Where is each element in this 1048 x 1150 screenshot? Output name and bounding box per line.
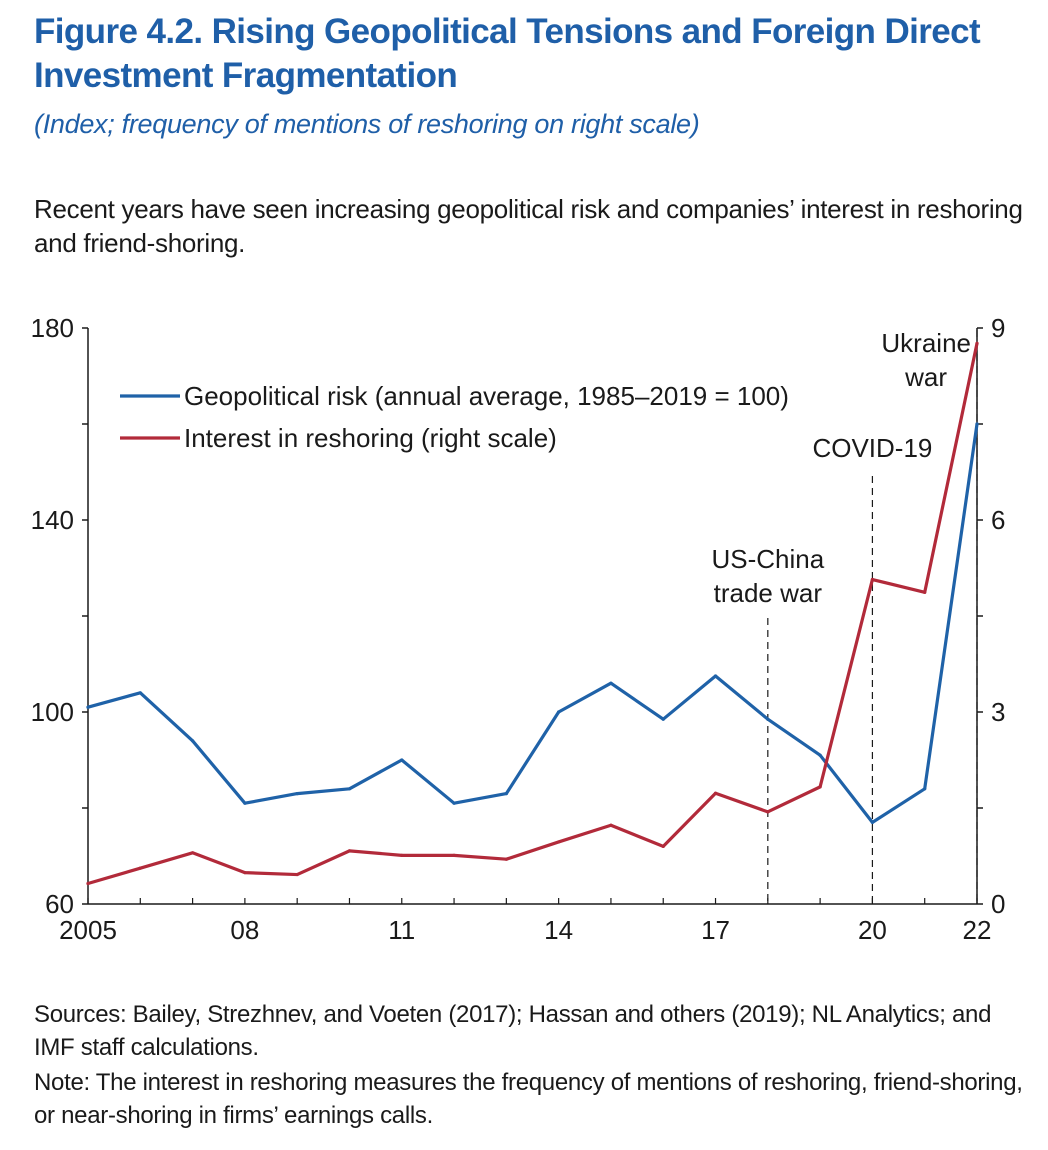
chart-series bbox=[86, 341, 979, 886]
reshoring-interest-point bbox=[975, 341, 979, 345]
y-right-tick-label: 6 bbox=[991, 505, 1005, 535]
sources-note: Sources: Bailey, Strezhnev, and Voeten (… bbox=[34, 1001, 992, 1061]
geopolitical-risk-point bbox=[504, 792, 508, 796]
event-label: US-China bbox=[711, 544, 824, 574]
reshoring-interest-point bbox=[347, 849, 352, 853]
reshoring-interest-point bbox=[870, 577, 875, 582]
x-tick-label: 08 bbox=[230, 915, 259, 945]
reshoring-interest-point bbox=[557, 840, 561, 844]
geopolitical-risk-point bbox=[713, 674, 718, 678]
reshoring-interest-point bbox=[504, 857, 508, 861]
geopolitical-risk-point bbox=[190, 739, 195, 743]
reshoring-interest-point bbox=[661, 844, 665, 849]
geopolitical-risk-point bbox=[452, 801, 456, 805]
reshoring-interest-point bbox=[452, 853, 456, 857]
geopolitical-risk-line bbox=[86, 422, 979, 825]
geopolitical-risk-point bbox=[400, 758, 404, 762]
chart-legend: Geopolitical risk (annual average, 1985–… bbox=[120, 381, 789, 453]
reshoring-interest-point bbox=[86, 881, 90, 886]
reshoring-interest-point bbox=[609, 823, 613, 827]
reshoring-interest-point bbox=[766, 810, 770, 814]
reshoring-interest-point bbox=[818, 785, 822, 789]
reshoring-interest-point bbox=[400, 853, 404, 857]
y-left-tick-label: 140 bbox=[31, 505, 74, 535]
geopolitical-risk-point bbox=[975, 422, 979, 426]
y-left-tick-label: 60 bbox=[45, 889, 74, 919]
legend-label: Interest in reshoring (right scale) bbox=[184, 423, 557, 453]
reshoring-interest-point bbox=[190, 851, 195, 855]
figure-title: Figure 4.2. Rising Geopolitical Tensions… bbox=[34, 12, 981, 95]
x-tick-label: 17 bbox=[701, 915, 730, 945]
reshoring-interest-line bbox=[86, 341, 979, 886]
geopolitical-risk-point bbox=[818, 753, 822, 757]
chart-axes: 60 100 140 180 0 3 6 9 2005 08 11 14 17 20 22 bbox=[31, 313, 1006, 945]
y-left-tick-label: 180 bbox=[31, 313, 74, 343]
x-tick-label: 20 bbox=[858, 915, 887, 945]
event-label: war bbox=[904, 362, 947, 392]
geopolitical-risk-point bbox=[138, 691, 142, 695]
geopolitical-risk-point bbox=[766, 717, 770, 721]
event-label: trade war bbox=[714, 578, 823, 608]
geopolitical-risk-point bbox=[557, 710, 561, 714]
figure-subtitle: (Index; frequency of mentions of reshori… bbox=[34, 109, 700, 139]
y-right-tick-label: 0 bbox=[991, 889, 1005, 919]
chart: 60 100 140 180 0 3 6 9 2005 08 11 14 17 20 22 US-China… bbox=[31, 313, 1006, 945]
methodology-note: Note: The interest in reshoring measures… bbox=[34, 1069, 1023, 1129]
figure-lead-text: Recent years have seen increasing geopol… bbox=[34, 194, 1023, 258]
y-left-tick-label: 100 bbox=[31, 697, 74, 727]
reshoring-interest-point bbox=[713, 791, 718, 795]
event-label: Ukraine bbox=[881, 328, 971, 358]
chart-annotations: US-China trade war COVID-19 Ukraine war bbox=[711, 328, 978, 904]
geopolitical-risk-point bbox=[243, 801, 247, 805]
event-label: COVID-19 bbox=[812, 433, 932, 463]
x-tick-label: 14 bbox=[544, 915, 573, 945]
geopolitical-risk-point bbox=[609, 681, 613, 685]
reshoring-interest-point bbox=[138, 866, 142, 870]
y-right-tick-label: 9 bbox=[991, 313, 1005, 343]
geopolitical-risk-point bbox=[86, 705, 90, 709]
legend-label: Geopolitical risk (annual average, 1985–… bbox=[184, 381, 789, 411]
x-tick-label: 11 bbox=[388, 915, 415, 945]
reshoring-interest-point bbox=[243, 871, 247, 875]
geopolitical-risk-point bbox=[923, 787, 927, 791]
geopolitical-risk-point bbox=[870, 820, 875, 825]
geopolitical-risk-point bbox=[661, 717, 665, 721]
reshoring-interest-point bbox=[923, 590, 927, 594]
geopolitical-risk-point bbox=[295, 792, 299, 796]
y-right-tick-label: 3 bbox=[991, 697, 1005, 727]
geopolitical-risk-point bbox=[347, 787, 352, 791]
x-tick-label: 22 bbox=[963, 915, 992, 945]
x-tick-label: 2005 bbox=[59, 915, 117, 945]
reshoring-interest-point bbox=[295, 872, 299, 877]
